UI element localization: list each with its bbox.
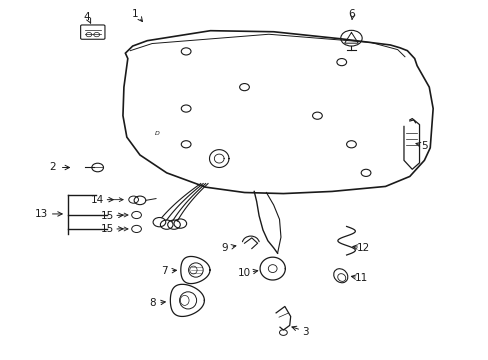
Text: 5: 5 [420,141,427,151]
Text: 3: 3 [302,327,308,337]
Text: 13: 13 [35,209,48,219]
Text: D: D [154,131,159,136]
Text: 7: 7 [161,266,167,276]
Text: 15: 15 [101,224,114,234]
Text: 12: 12 [356,243,369,253]
Text: 15: 15 [101,211,114,221]
Text: 2: 2 [49,162,56,172]
Text: 10: 10 [238,268,250,278]
Text: 9: 9 [221,243,228,253]
Text: 6: 6 [347,9,354,19]
Text: 8: 8 [148,298,155,308]
Text: 4: 4 [83,13,90,22]
Text: 14: 14 [91,195,104,204]
Text: 11: 11 [354,273,367,283]
Text: 1: 1 [132,9,138,19]
